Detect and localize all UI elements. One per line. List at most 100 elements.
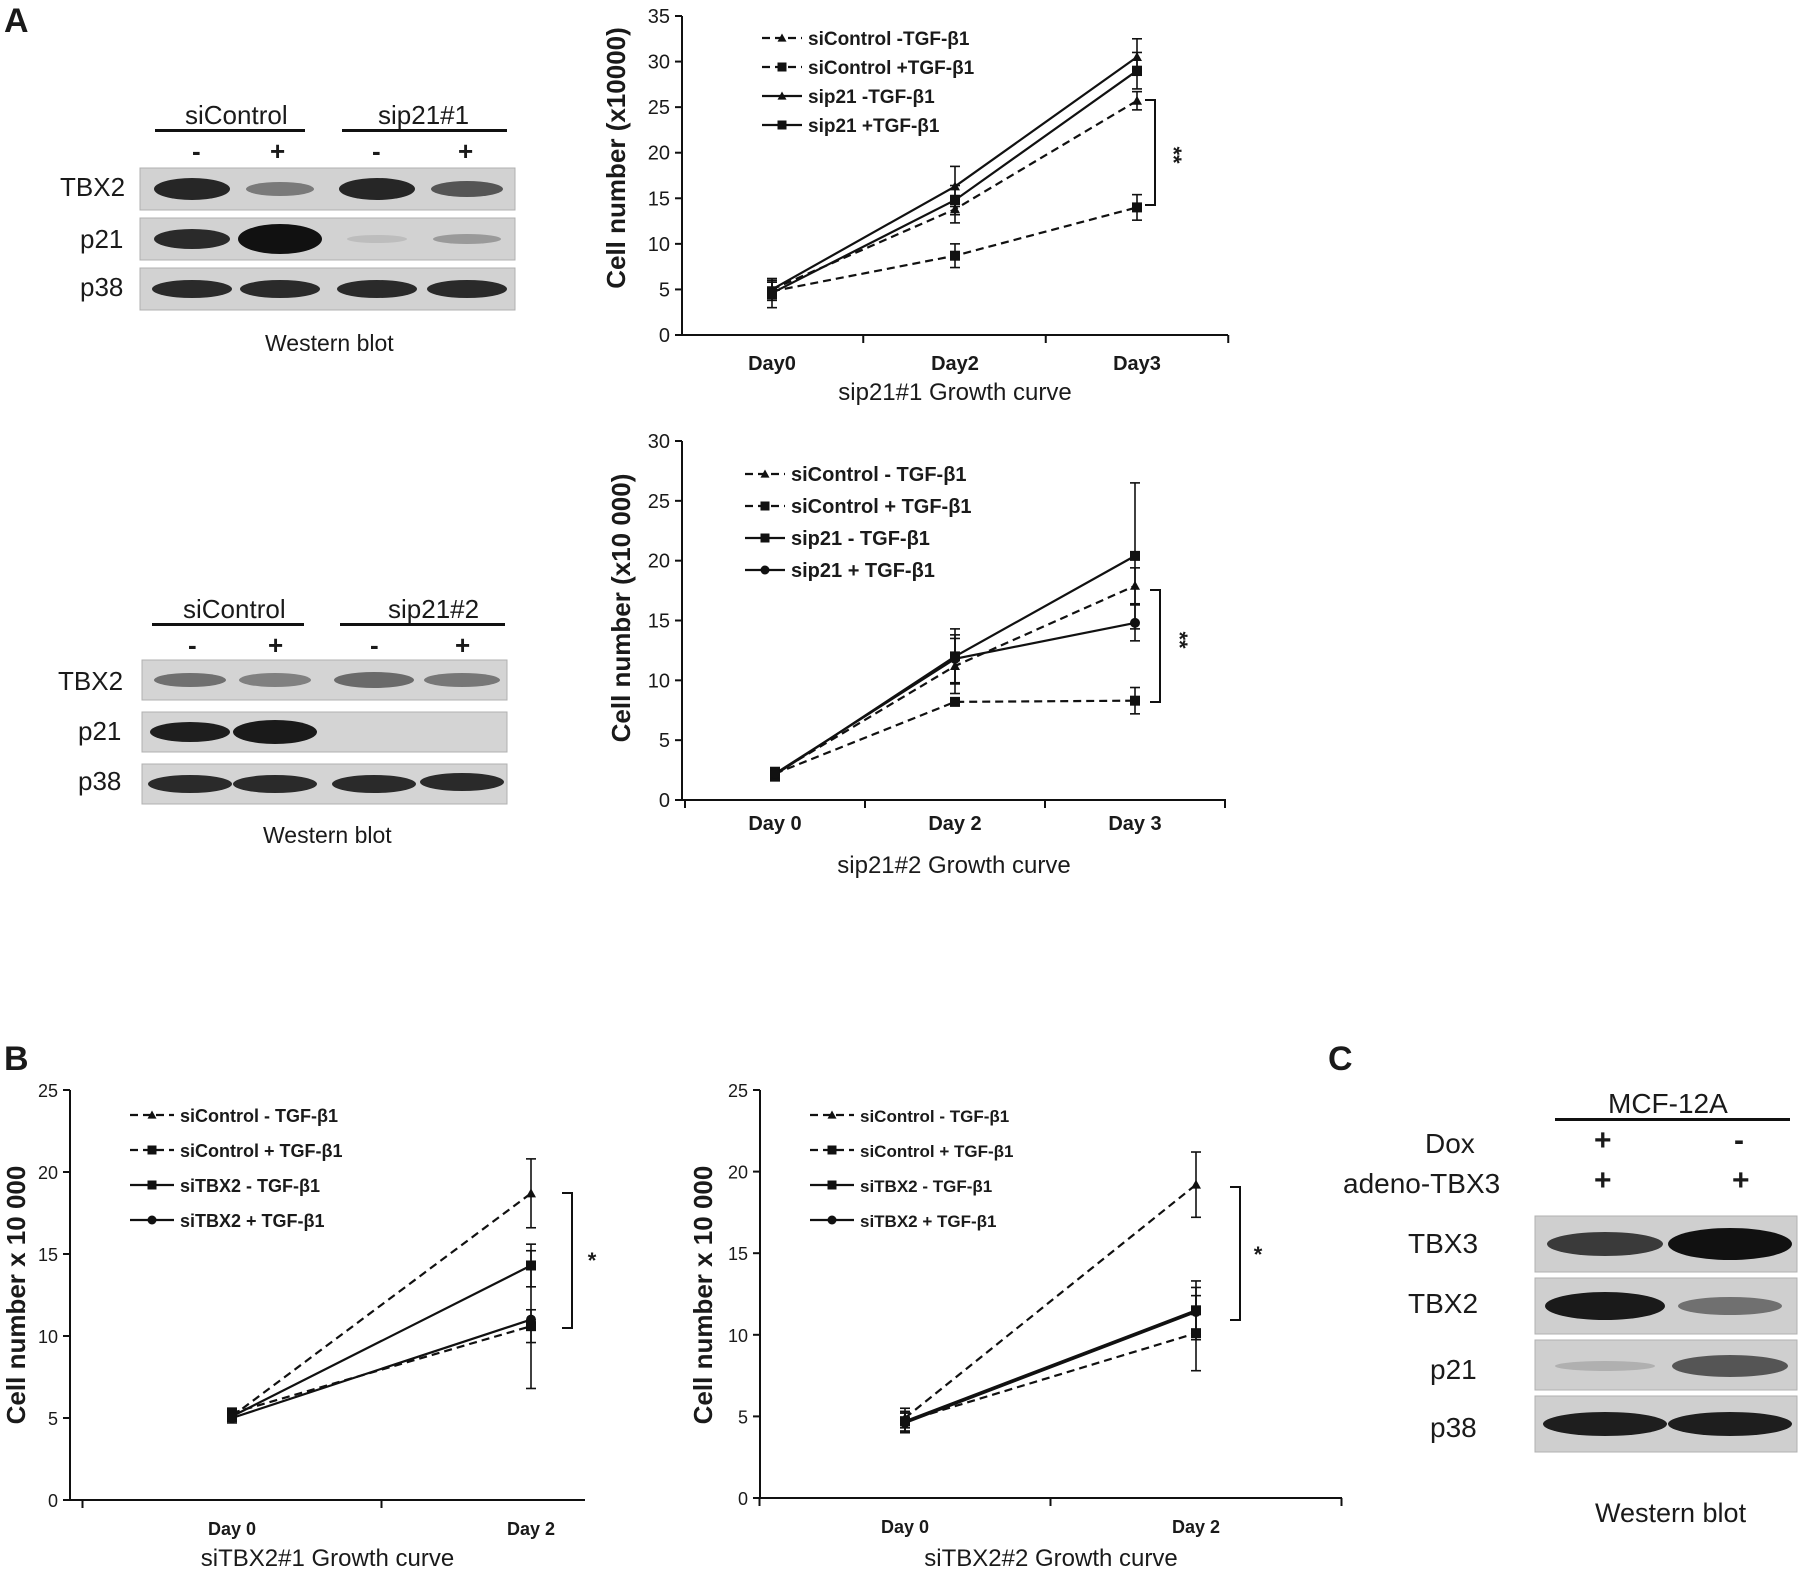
blot3-band-p38-2 bbox=[1668, 1412, 1792, 1436]
blot2-band-p21-1 bbox=[150, 722, 230, 742]
data-point bbox=[950, 696, 960, 707]
y-tick-label: 0 bbox=[659, 325, 670, 347]
blot2-band-tbx2-2 bbox=[239, 673, 311, 687]
blot1-bands bbox=[139, 167, 516, 311]
blot1-band-tbx2-3 bbox=[339, 178, 415, 200]
blot1-band-p38-2 bbox=[240, 280, 320, 298]
legend-marker bbox=[827, 1110, 837, 1119]
blot1-lane-1: - bbox=[192, 136, 201, 166]
blot1-row-label-p21: p21 bbox=[80, 224, 124, 254]
significance-bracket bbox=[1230, 1186, 1241, 1321]
blot3-caption: Western blot bbox=[1595, 1498, 1747, 1528]
blot3-cond1-value-2: - bbox=[1734, 1124, 1744, 1157]
y-axis-title: Cell number x 10 000 bbox=[1, 1166, 31, 1425]
blot1-band-tbx2-2 bbox=[246, 182, 314, 196]
blot3-row-label-p38: p38 bbox=[1430, 1412, 1477, 1443]
x-tick-label: Day 0 bbox=[881, 1517, 929, 1537]
blot2-band-p38-2 bbox=[233, 775, 317, 793]
y-tick-label: 5 bbox=[738, 1407, 748, 1427]
data-point bbox=[1132, 95, 1142, 105]
significance-marker: ** bbox=[1167, 631, 1192, 649]
data-point bbox=[1132, 202, 1142, 213]
legend-label: siControl - TGF-β1 bbox=[860, 1107, 1009, 1126]
blot2-lane-3: - bbox=[370, 630, 379, 660]
x-tick-label: Day 2 bbox=[507, 1519, 555, 1539]
legend-label: siTBX2 + TGF-β1 bbox=[180, 1211, 325, 1231]
y-tick-label: 30 bbox=[648, 52, 670, 74]
blot3-band-p38-1 bbox=[1543, 1412, 1667, 1436]
x-axis-title: sip21#1 Growth curve bbox=[838, 379, 1071, 406]
y-tick-label: 15 bbox=[648, 188, 670, 210]
panel-label-b: B bbox=[4, 1040, 29, 1078]
x-tick-label: Day 2 bbox=[1172, 1517, 1220, 1537]
legend-marker bbox=[777, 120, 787, 130]
blot1-lane-3: - bbox=[372, 136, 381, 166]
x-tick-label: Day 0 bbox=[208, 1519, 256, 1539]
legend-label: siTBX2 - TGF-β1 bbox=[180, 1176, 320, 1196]
blot3-cond2-value-1: + bbox=[1594, 1164, 1612, 1197]
legend-label: sip21 - TGF-β1 bbox=[791, 528, 930, 550]
y-axis-title: Cell number (x10000) bbox=[601, 27, 631, 289]
blot2-row-label-p21: p21 bbox=[78, 716, 122, 746]
blot2-band-tbx2-4 bbox=[424, 673, 500, 687]
x-tick-label: Day2 bbox=[931, 353, 979, 375]
blot3-cond2-label: adeno-TBX3 bbox=[1343, 1168, 1501, 1199]
significance-bracket bbox=[1150, 589, 1161, 703]
legend-marker bbox=[777, 62, 787, 72]
blot1-band-p38-1 bbox=[152, 280, 232, 298]
y-tick-label: 10 bbox=[648, 670, 670, 692]
y-tick-label: 0 bbox=[738, 1489, 748, 1509]
legend-label: siTBX2 - TGF-β1 bbox=[860, 1177, 992, 1196]
series-line-1 bbox=[774, 699, 1136, 775]
blot1-band-p21-1 bbox=[154, 229, 230, 249]
blot1-caption: Western blot bbox=[265, 330, 394, 356]
legend-marker bbox=[777, 91, 787, 100]
x-tick-label: Day 0 bbox=[748, 813, 801, 835]
y-tick-label: 10 bbox=[38, 1327, 58, 1347]
data-point bbox=[1130, 617, 1140, 628]
series-line-2 bbox=[904, 1309, 1197, 1423]
blot2-band-p38-1 bbox=[148, 775, 232, 793]
blot3-row-label-tbx2: TBX2 bbox=[1408, 1288, 1479, 1319]
series-line-3 bbox=[904, 1310, 1197, 1424]
blot1-band-tbx2-1 bbox=[154, 178, 230, 200]
blot2-band-p38-3 bbox=[332, 775, 416, 793]
data-point bbox=[767, 288, 777, 299]
blot1-band-p21-2 bbox=[238, 224, 322, 254]
legend-marker bbox=[760, 501, 770, 511]
data-point bbox=[526, 1188, 536, 1198]
y-tick-label: 15 bbox=[728, 1244, 748, 1264]
y-tick-label: 35 bbox=[648, 6, 670, 28]
blot3-cond1-label: Dox bbox=[1425, 1128, 1475, 1159]
y-tick-label: 5 bbox=[659, 730, 670, 752]
blot2-caption: Western blot bbox=[263, 822, 392, 848]
y-tick-label: 0 bbox=[48, 1491, 58, 1511]
legend-label: siControl - TGF-β1 bbox=[791, 464, 967, 486]
legend-marker bbox=[827, 1180, 837, 1190]
x-tick-label: Day 2 bbox=[928, 813, 981, 835]
data-point bbox=[770, 768, 780, 779]
blot3-band-tbx3-1 bbox=[1547, 1232, 1663, 1256]
y-tick-label: 20 bbox=[648, 551, 670, 573]
y-tick-label: 25 bbox=[648, 491, 670, 513]
blot2-row-label-tbx2: TBX2 bbox=[58, 666, 124, 696]
blot1-lane-4: + bbox=[458, 136, 474, 166]
significance-marker: ** bbox=[1161, 146, 1186, 164]
blot2-lane-2: + bbox=[268, 630, 284, 660]
blot2-group-line-2 bbox=[340, 623, 505, 626]
y-tick-label: 25 bbox=[38, 1081, 58, 1101]
y-tick-label: 10 bbox=[728, 1326, 748, 1346]
y-tick-label: 0 bbox=[659, 790, 670, 812]
legend-marker bbox=[147, 1145, 157, 1155]
y-tick-label: 15 bbox=[648, 611, 670, 633]
significance-marker: * bbox=[1254, 1242, 1263, 1267]
blot1-group-line-2 bbox=[342, 129, 507, 132]
blot3-bands bbox=[1534, 1215, 1798, 1453]
legend-marker bbox=[760, 469, 770, 478]
legend-label: siControl + TGF-β1 bbox=[180, 1141, 343, 1161]
series-line-0 bbox=[904, 1183, 1197, 1419]
legend-label: siControl -TGF-β1 bbox=[808, 29, 970, 50]
